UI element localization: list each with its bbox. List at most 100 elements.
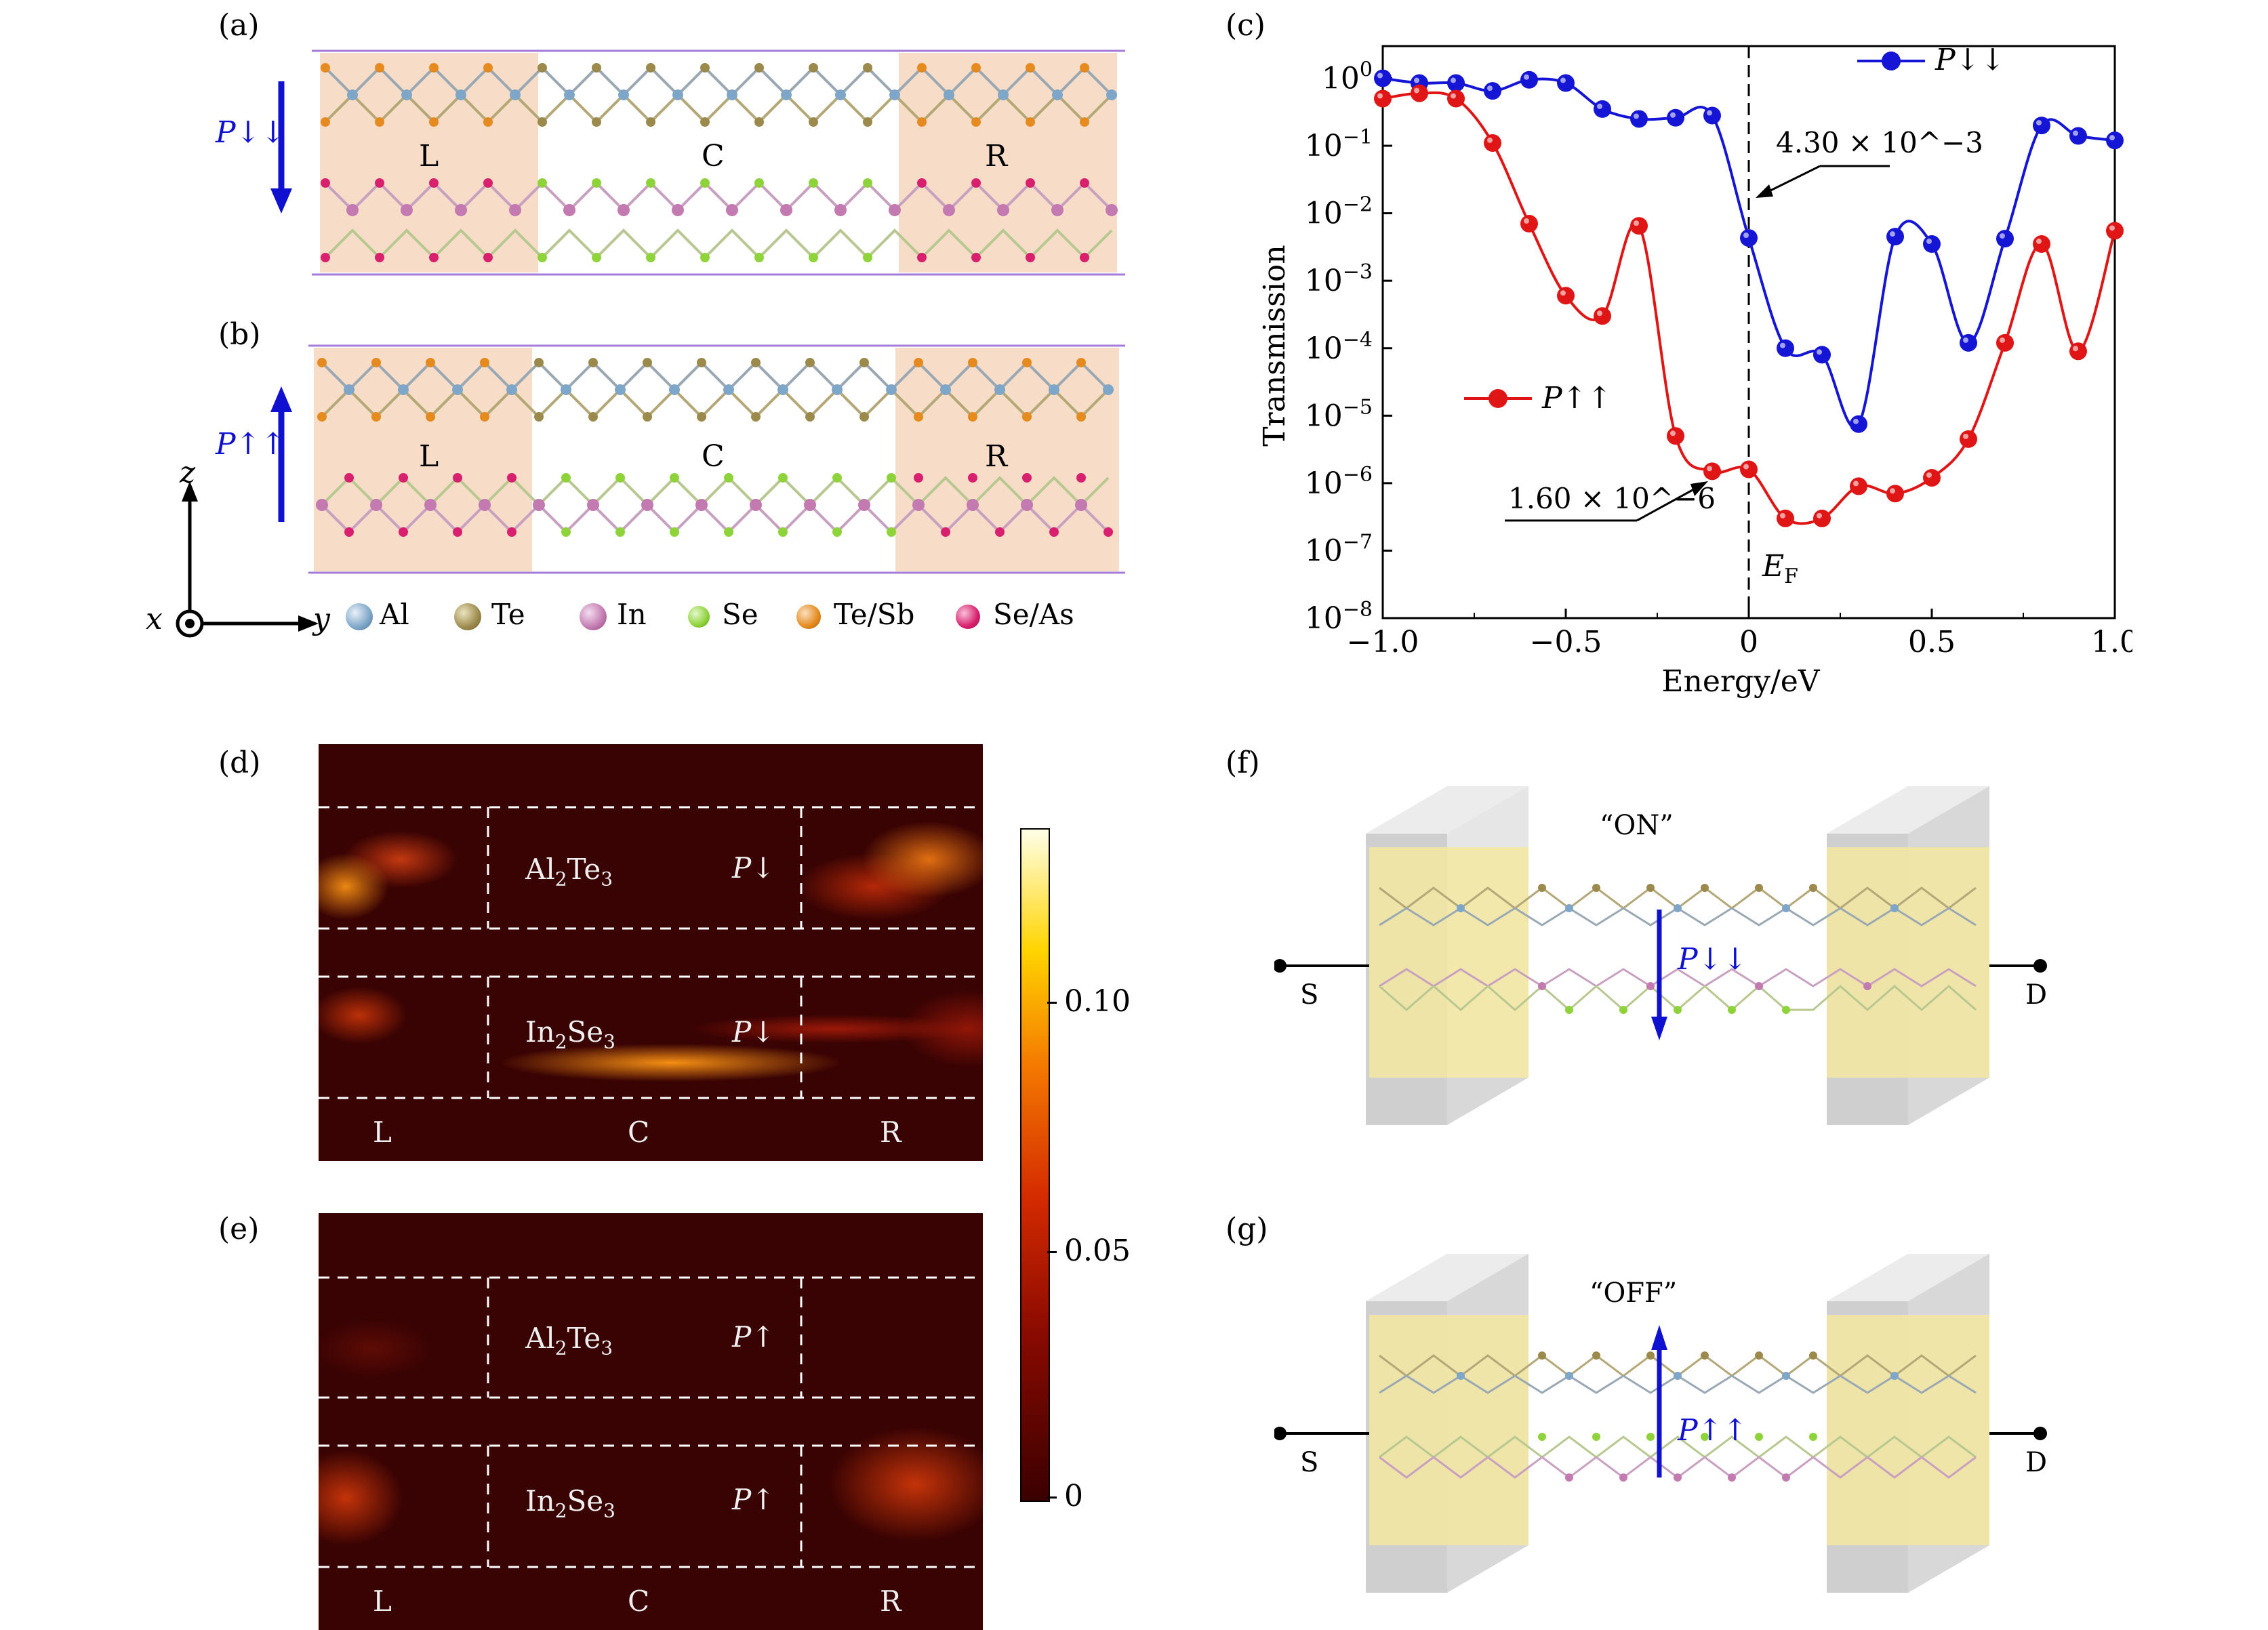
y-axis-label: Transmission: [1257, 245, 1292, 446]
data-point: [1813, 509, 1831, 527]
data-point: [1594, 307, 1611, 325]
data-point-highlight: [1853, 481, 1859, 487]
device-off: [1274, 1254, 2047, 1593]
annotation-4.30e-3: 4.30 × 10^−3: [1756, 126, 1983, 198]
data-point: [1557, 287, 1575, 305]
data-point: [2069, 342, 2087, 361]
heatmap-d-R: R: [880, 1116, 902, 1149]
heatmap-e: Al2Te3 P↑ In2Se3 P↑ L C R: [319, 1213, 983, 1630]
data-point-highlight: [1487, 85, 1493, 91]
source-electrode-off: [1366, 1254, 1528, 1593]
legend-se-as-label: Se/As: [993, 598, 1074, 631]
colorbar-label-010: 0.10: [1064, 984, 1131, 1019]
data-point: [1520, 215, 1538, 233]
heatmap-d-bottom-pol: P↓: [732, 1015, 775, 1048]
data-point-highlight: [1377, 73, 1383, 79]
data-point: [1850, 477, 1867, 495]
data-point-highlight: [1560, 77, 1566, 83]
chart-ticks: −1.0 −0.5 0 0.5 1.0 100 10−1 10−2 10−3 10−4 10−5 10…: [1305, 58, 2132, 659]
device-on-channel: [1379, 884, 1977, 1014]
data-point-highlight: [1414, 77, 1419, 83]
chart-frame: [1381, 45, 2116, 619]
heatmap-e-L: L: [373, 1585, 392, 1618]
data-point: [1960, 430, 1977, 448]
legend-te-sb-label: Te/Sb: [834, 598, 915, 631]
data-point: [1447, 89, 1465, 108]
axes-triad: [176, 481, 319, 638]
data-point: [1630, 217, 1648, 235]
panel-label-d: (d): [218, 746, 261, 780]
data-point-highlight: [1963, 337, 1968, 343]
data-point-highlight: [2109, 225, 2115, 231]
data-point: [1484, 82, 1501, 100]
device-off-pol-label: P↑↑: [1678, 1413, 1748, 1448]
data-point: [2033, 117, 2050, 135]
data-point: [1374, 89, 1392, 108]
fermi-level-label: EF: [1762, 549, 1798, 588]
annotation-1.60e-6-text: 1.60 × 10^−6: [1508, 482, 1716, 515]
structure-panel-a: [312, 47, 1125, 278]
device-on-drain-label: D: [2025, 979, 2048, 1011]
y-tick-label: 10−7: [1305, 530, 1373, 568]
x-tick-label: −0.5: [1530, 625, 1602, 659]
axis-x-label: x: [146, 602, 163, 636]
data-point-highlight: [1560, 290, 1566, 296]
heatmap-e-regions: [319, 1276, 983, 1568]
legend-p-up-up-label: P↑↑: [1541, 381, 1612, 415]
data-point: [1447, 74, 1465, 92]
data-point-highlight: [1853, 418, 1859, 424]
data-point: [1594, 100, 1611, 118]
legend-te-label: Te: [491, 598, 525, 631]
data-point: [1703, 106, 1721, 125]
series-line-1: [1382, 91, 2116, 525]
y-tick-label: 10−6: [1305, 463, 1373, 501]
atomic-structure-a: [312, 49, 1125, 276]
device-on-source-label: S: [1300, 979, 1319, 1011]
heatmap-d-C: C: [628, 1116, 650, 1149]
y-tick-label: 10−8: [1305, 598, 1373, 636]
data-point: [1667, 108, 1684, 127]
device-off-source-label: S: [1300, 1447, 1319, 1478]
drain-electrode-off: [1827, 1254, 1989, 1593]
data-point-highlight: [1634, 220, 1639, 226]
heatmap-d-top-pol: P↓: [732, 851, 775, 884]
y-tick-label: 10−5: [1305, 395, 1373, 433]
data-point: [1996, 230, 2014, 248]
data-point-highlight: [1817, 349, 1822, 355]
data-point-highlight: [1963, 433, 1968, 439]
annotation-1.60e-6: 1.60 × 10^−6: [1505, 481, 1716, 522]
data-point-highlight: [1670, 112, 1676, 118]
colorbar-label-005: 0.05: [1064, 1234, 1131, 1268]
te-sb-atom-icon: [796, 605, 821, 629]
drain-electrode: [1827, 786, 1989, 1125]
axis-z-label: z: [180, 455, 196, 490]
colorbar-tick-005: [1047, 1251, 1057, 1253]
heatmap-e-bottom-pol: P↑: [732, 1483, 775, 1516]
heatmap-d-al2te3-label: Al2Te3: [525, 853, 613, 891]
data-point-highlight: [1524, 218, 1529, 224]
data-point-highlight: [1926, 239, 1932, 245]
data-point: [1777, 339, 1794, 357]
se-as-atom-icon: [956, 605, 980, 629]
y-tick-label: 10−2: [1305, 193, 1373, 231]
colorbar-tick-0: [1047, 1496, 1057, 1499]
data-point: [1557, 74, 1575, 92]
x-tick-label: −1.0: [1347, 625, 1419, 659]
colorbar-tick-010: [1047, 1002, 1057, 1004]
legend-p-up-up: P↑↑: [1464, 381, 1612, 415]
data-point-highlight: [2000, 337, 2005, 343]
data-point-highlight: [1487, 137, 1493, 143]
chart-series: [1374, 69, 2124, 527]
se-atom-icon: [688, 606, 710, 628]
data-point: [1740, 229, 1758, 247]
data-point-highlight: [1670, 430, 1676, 436]
data-point: [1850, 415, 1867, 433]
region-label-C-b: C: [702, 439, 725, 474]
x-tick-label: 1.0: [2091, 625, 2132, 659]
polarization-up-arrow-b: [270, 386, 292, 522]
data-point: [2069, 127, 2087, 145]
panel-label-a: (a): [218, 8, 260, 43]
data-point: [1667, 427, 1684, 445]
data-point: [2033, 235, 2050, 253]
device-on-label: “ON”: [1600, 810, 1674, 841]
